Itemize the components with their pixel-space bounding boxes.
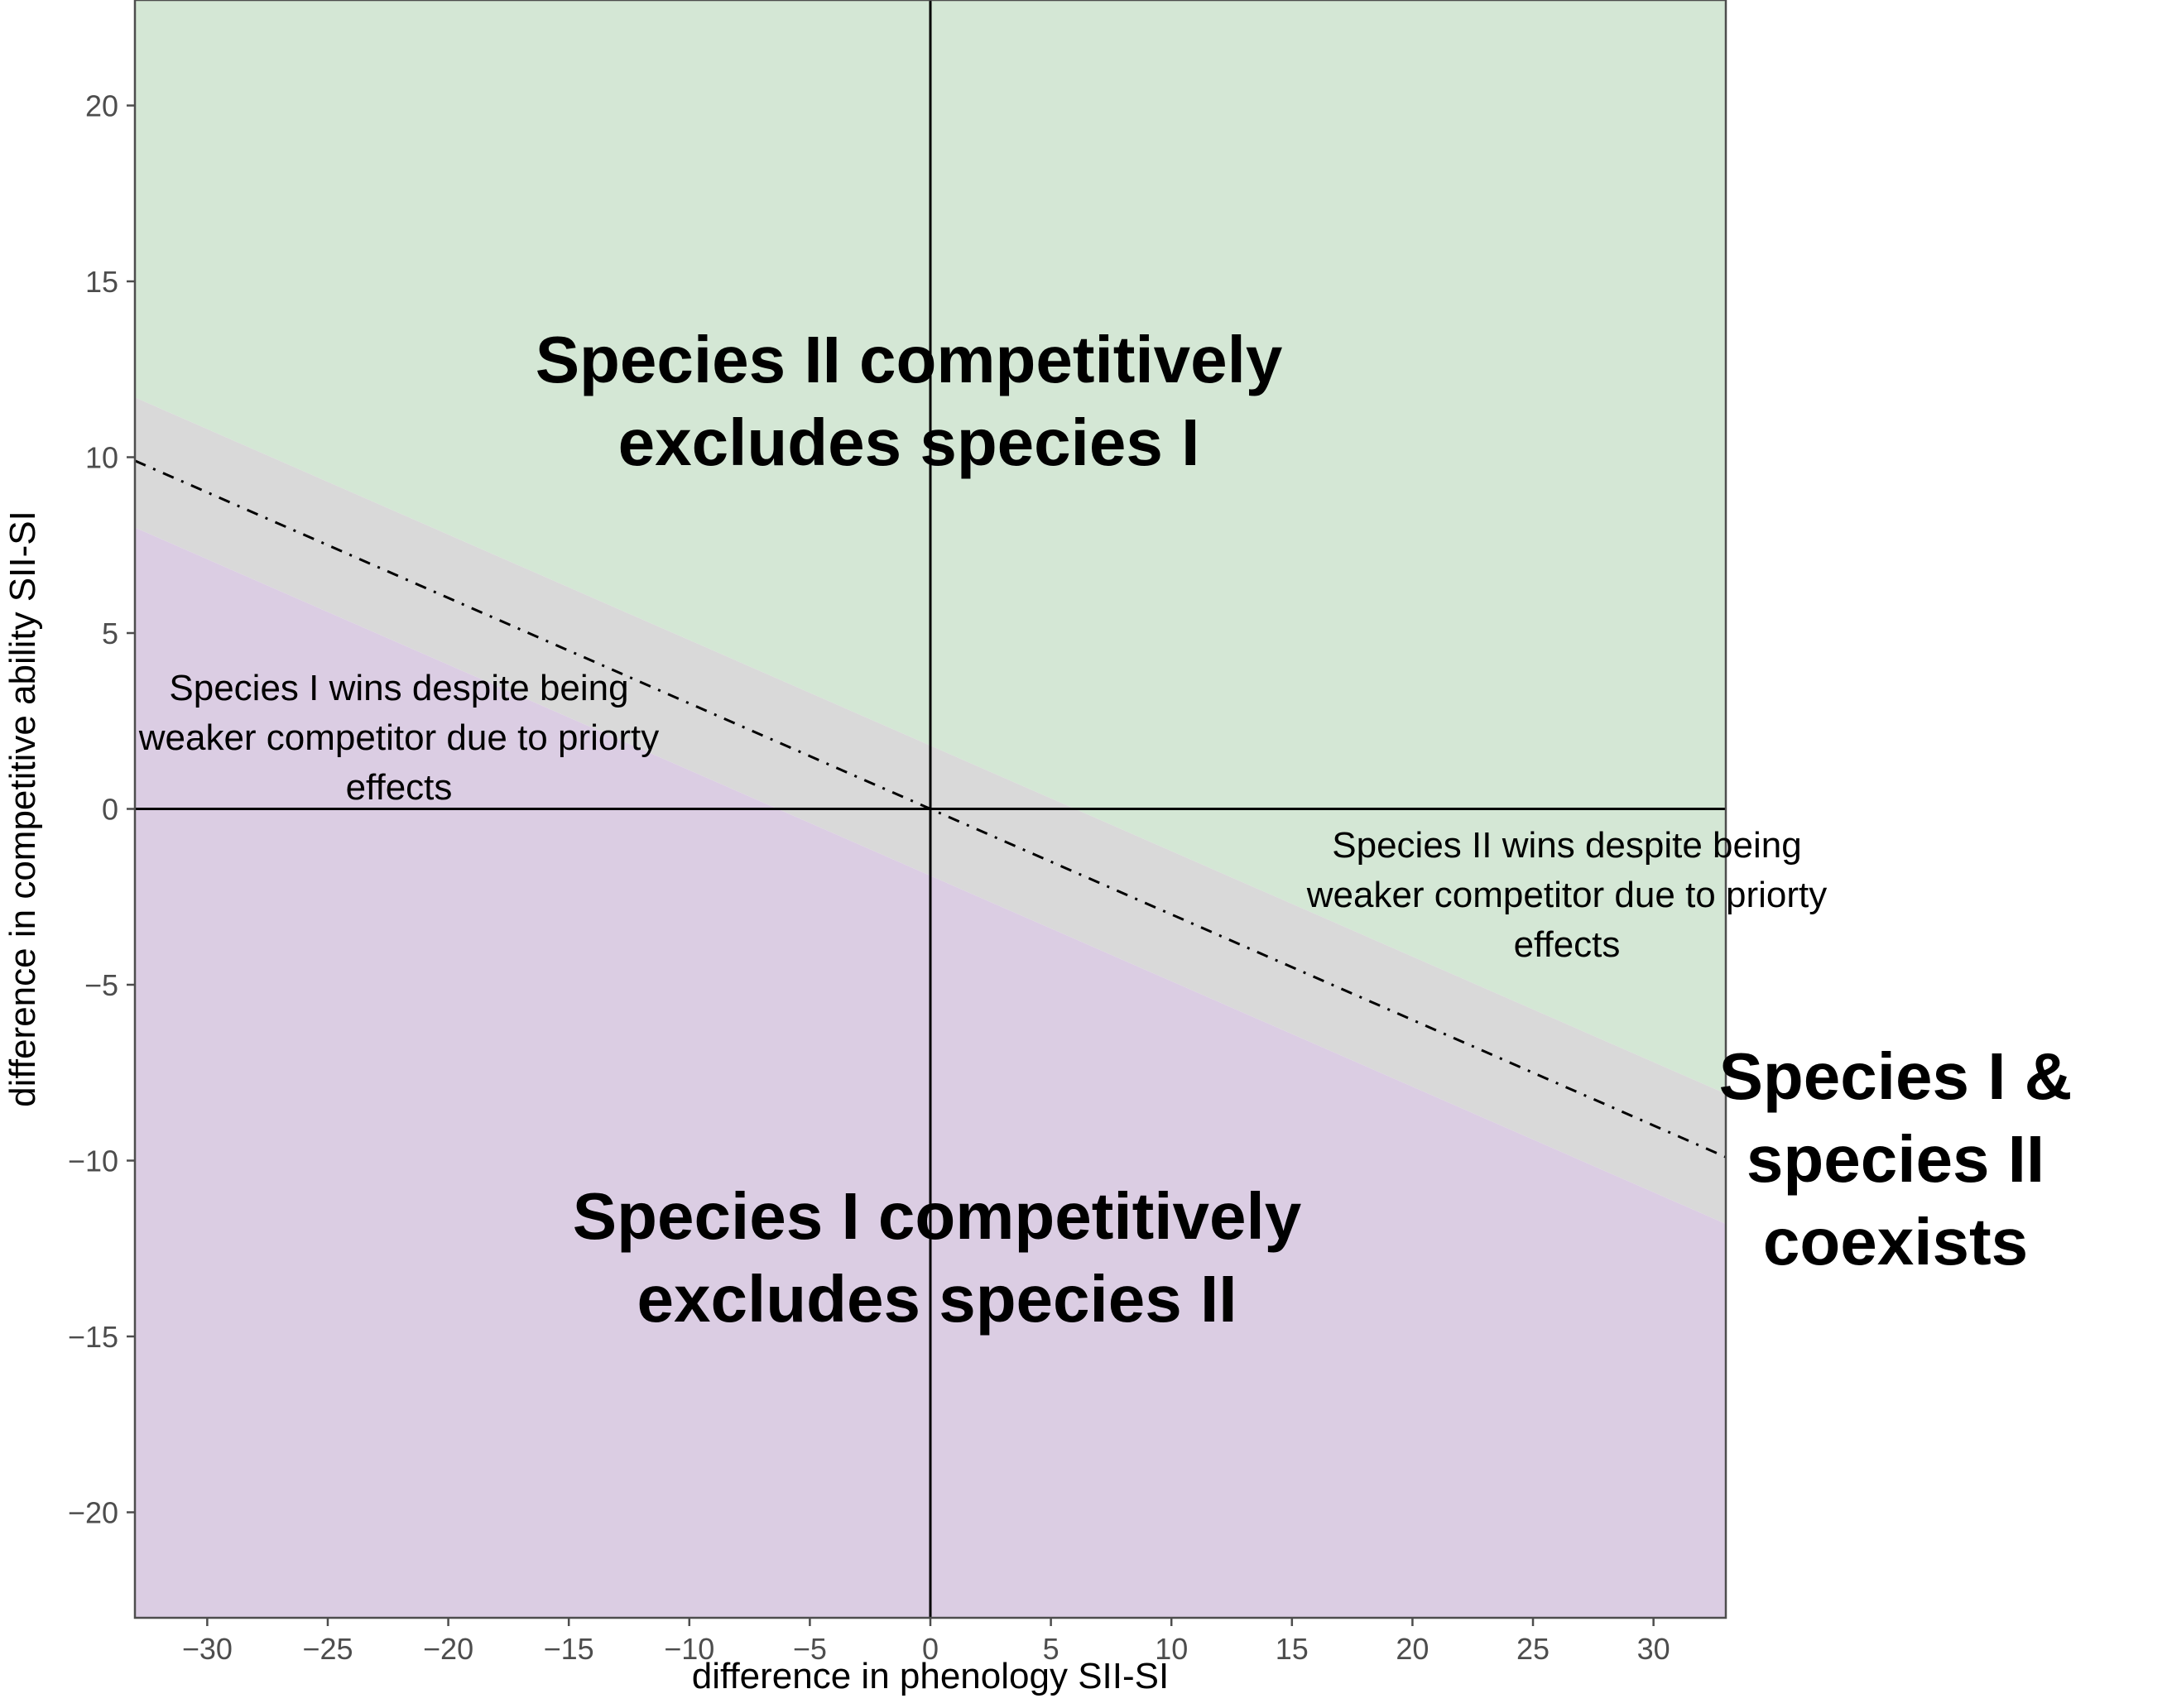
- annotation-right-priority: effects: [1514, 924, 1621, 965]
- dashed-boundary-line: [134, 459, 1727, 1159]
- y-tick-label: −5: [84, 968, 118, 1002]
- y-tick-label: 0: [102, 793, 118, 827]
- x-tick-label: 30: [1637, 1632, 1670, 1666]
- annotation-right-priority: weaker competitor due to priorty: [1306, 875, 1828, 915]
- y-axis: −20 −15 −10 −5 0 5 10 15 20: [68, 89, 135, 1530]
- x-tick-label: 25: [1516, 1632, 1550, 1666]
- annotation-left-priority: weaker competitor due to priorty: [138, 717, 660, 758]
- annotation-right-priority: Species II wins despite being: [1332, 825, 1801, 866]
- annotation-left-priority: effects: [346, 767, 453, 808]
- dashed-line-layer: [134, 459, 1727, 1159]
- x-tick-label: −5: [793, 1632, 827, 1666]
- annotations: Species II competitively excludes species…: [138, 323, 2073, 1336]
- x-tick-label: 0: [922, 1632, 939, 1666]
- y-tick-label: 20: [85, 89, 118, 123]
- x-tick-label: 20: [1396, 1632, 1429, 1666]
- y-tick-label: −15: [68, 1320, 118, 1354]
- annotation-bottom-region: excludes species II: [637, 1262, 1237, 1336]
- annotation-coexist: coexists: [1763, 1205, 2028, 1279]
- x-axis: −30 −25 −20 −15 −10 −5 0 5 10 15 20 25 30: [182, 1618, 1670, 1666]
- y-tick-label: −20: [68, 1496, 118, 1530]
- annotation-left-priority: Species I wins despite being: [169, 668, 628, 708]
- y-tick-label: 15: [85, 265, 118, 299]
- x-tick-label: 15: [1276, 1632, 1309, 1666]
- x-tick-label: −20: [423, 1632, 473, 1666]
- annotation-bottom-region: Species I competitively: [573, 1179, 1302, 1253]
- x-tick-label: −25: [302, 1632, 353, 1666]
- x-tick-label: −10: [664, 1632, 714, 1666]
- x-tick-label: −15: [544, 1632, 594, 1666]
- y-tick-label: 5: [102, 617, 118, 650]
- y-axis-title: difference in competitive ability SII-SI: [2, 511, 43, 1107]
- x-tick-label: 10: [1155, 1632, 1188, 1666]
- x-axis-title: difference in phenology SII-SI: [692, 1656, 1169, 1696]
- annotation-top-region: Species II competitively: [536, 323, 1283, 396]
- annotation-coexist: Species I &: [1719, 1039, 2073, 1113]
- x-tick-label: −30: [182, 1632, 233, 1666]
- annotation-coexist: species II: [1747, 1122, 2044, 1196]
- annotation-top-region: excludes species I: [618, 405, 1200, 479]
- y-tick-label: −10: [68, 1144, 118, 1178]
- y-tick-label: 10: [85, 441, 118, 475]
- x-tick-label: 5: [1043, 1632, 1059, 1666]
